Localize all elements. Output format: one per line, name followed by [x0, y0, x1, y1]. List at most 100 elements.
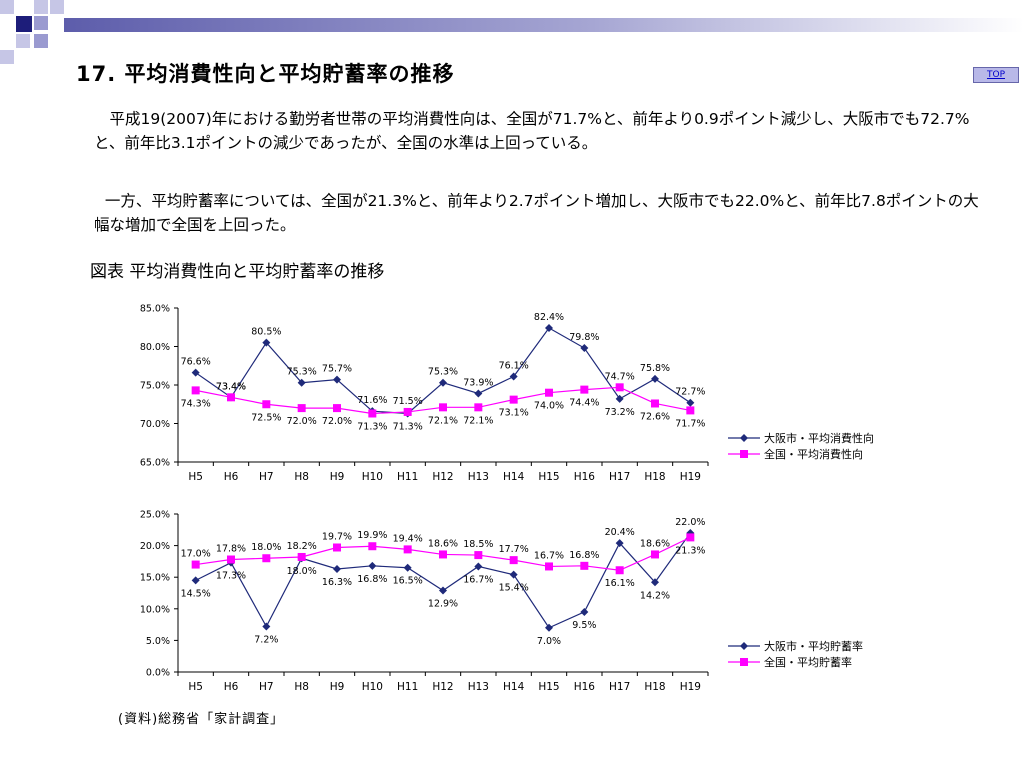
- data-point: [509, 570, 518, 579]
- legend-label: 大阪市・平均消費性向: [764, 431, 874, 445]
- decoration-square: [16, 34, 30, 48]
- data-label: 16.7%: [463, 574, 493, 585]
- data-label: 72.6%: [640, 411, 670, 422]
- legend-label: 全国・平均貯蓄率: [764, 655, 852, 669]
- data-point: [191, 368, 200, 377]
- x-tick-label: H15: [538, 681, 559, 693]
- x-tick-label: H9: [330, 471, 345, 483]
- data-label: 18.2%: [287, 541, 317, 552]
- x-tick-label: H14: [503, 681, 525, 693]
- data-point: [439, 550, 447, 559]
- data-point: [509, 372, 518, 381]
- data-point: [227, 555, 235, 564]
- data-point: [474, 551, 483, 560]
- data-point: [615, 539, 624, 548]
- data-point: [580, 385, 589, 394]
- data-point: [686, 398, 695, 407]
- data-label: 72.0%: [287, 416, 317, 427]
- data-point: [227, 393, 235, 402]
- x-tick-label: H5: [188, 471, 203, 483]
- data-label: 71.3%: [393, 421, 423, 432]
- x-tick-label: H5: [188, 681, 203, 693]
- data-label: 7.0%: [537, 636, 561, 647]
- data-label: 71.5%: [393, 396, 423, 407]
- data-point: [368, 542, 377, 551]
- x-tick-label: H16: [574, 681, 596, 693]
- x-tick-label: H11: [397, 471, 418, 483]
- data-label: 17.0%: [181, 549, 211, 560]
- data-label: 72.5%: [251, 412, 281, 423]
- x-tick-label: H7: [259, 681, 274, 693]
- data-label: 72.1%: [428, 415, 458, 426]
- data-point: [686, 533, 695, 542]
- x-tick-label: H9: [330, 681, 345, 693]
- data-point: [191, 560, 200, 569]
- x-tick-label: H12: [432, 681, 453, 693]
- data-point: [297, 378, 306, 387]
- y-tick-label: 5.0%: [146, 636, 170, 647]
- data-point: [474, 389, 483, 398]
- data-point: [474, 403, 483, 412]
- data-label: 76.1%: [499, 361, 529, 372]
- data-label: 75.3%: [287, 367, 317, 378]
- data-label: 18.6%: [428, 538, 458, 549]
- data-point: [545, 324, 553, 333]
- data-point: [651, 374, 659, 383]
- data-point: [686, 528, 695, 537]
- data-label: 16.1%: [605, 578, 635, 589]
- y-tick-label: 70.0%: [140, 419, 170, 430]
- header-gradient-bar: [64, 18, 1024, 32]
- decoration-square: [34, 34, 48, 48]
- data-label: 71.3%: [357, 421, 387, 432]
- x-tick-label: H18: [644, 471, 665, 483]
- data-label: 14.5%: [181, 588, 211, 599]
- data-label: 74.0%: [534, 401, 564, 412]
- data-label: 16.3%: [322, 577, 352, 588]
- data-point: [615, 383, 624, 392]
- x-tick-label: H11: [397, 681, 418, 693]
- data-point: [262, 554, 271, 563]
- data-point: [651, 578, 659, 587]
- data-label: 16.8%: [357, 574, 387, 585]
- data-label: 18.6%: [640, 538, 670, 549]
- data-point: [262, 400, 271, 409]
- data-point: [439, 586, 447, 595]
- x-tick-label: H13: [468, 471, 489, 483]
- decoration-square: [34, 0, 48, 14]
- decoration-square: [0, 50, 14, 64]
- data-label: 9.5%: [572, 620, 596, 631]
- data-label: 71.7%: [675, 418, 705, 429]
- data-label: 75.8%: [640, 363, 670, 374]
- top-link-button[interactable]: TOP: [973, 67, 1019, 83]
- data-label: 76.6%: [181, 357, 211, 368]
- data-label: 18.5%: [463, 539, 493, 550]
- data-label: 19.9%: [357, 530, 387, 541]
- y-tick-label: 65.0%: [140, 458, 170, 469]
- data-label: 82.4%: [534, 312, 564, 323]
- data-label: 20.4%: [605, 527, 635, 538]
- data-label: 71.6%: [357, 395, 387, 406]
- data-point: [368, 409, 377, 418]
- data-label: 79.8%: [569, 332, 599, 343]
- data-point: [333, 404, 341, 413]
- data-point: [333, 543, 341, 552]
- legend-marker: [740, 642, 748, 650]
- data-point: [403, 407, 412, 416]
- data-label: 17.7%: [499, 544, 529, 555]
- legend-marker: [740, 658, 748, 666]
- data-label: 72.7%: [675, 387, 705, 398]
- legend-label: 大阪市・平均貯蓄率: [764, 639, 863, 653]
- data-point: [403, 563, 412, 572]
- data-label: 75.3%: [428, 367, 458, 378]
- x-tick-label: H6: [224, 681, 239, 693]
- data-point: [333, 564, 341, 573]
- x-tick-label: H19: [680, 471, 701, 483]
- data-label: 73.9%: [463, 377, 493, 388]
- data-point: [686, 406, 695, 415]
- data-point: [651, 550, 659, 559]
- y-tick-label: 15.0%: [140, 573, 170, 584]
- data-label: 80.5%: [251, 327, 281, 338]
- data-point: [262, 622, 271, 631]
- data-label: 17.8%: [216, 544, 246, 555]
- data-label: 16.5%: [393, 576, 423, 587]
